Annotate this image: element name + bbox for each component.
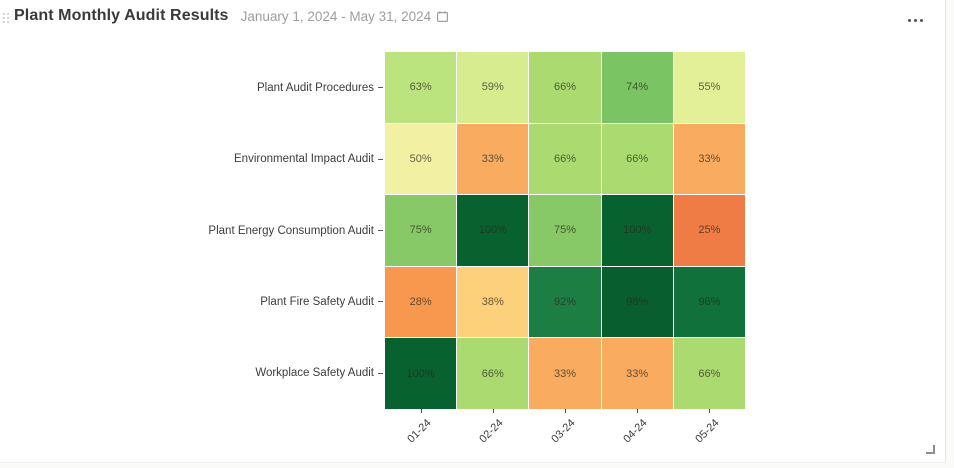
heatmap-cell[interactable]: 55% (673, 52, 745, 123)
col-label: 02-24 (457, 409, 529, 461)
heatmap-cell[interactable]: 92% (529, 266, 601, 338)
heatmap-cell[interactable]: 98% (601, 266, 673, 338)
heatmap-cell[interactable]: 100% (457, 195, 529, 266)
x-axis-tick (565, 409, 566, 413)
col-label-text: 01-24 (405, 417, 434, 446)
heatmap-cell[interactable]: 96% (673, 266, 745, 338)
row-label-text: Plant Energy Consumption Audit (208, 224, 374, 237)
heatmap-cell[interactable]: 25% (673, 195, 745, 266)
widget-header: Plant Monthly Audit Results January 1, 2… (14, 7, 449, 25)
row-label-text: Workplace Safety Audit (255, 367, 374, 380)
col-label-text: 02-24 (477, 417, 506, 446)
row-label: Workplace Safety Audit (0, 338, 385, 409)
heatmap-row-labels: Plant Audit Procedures Environmental Impa… (0, 52, 385, 409)
heatmap-cell[interactable]: 74% (601, 52, 673, 123)
col-label-text: 05-24 (693, 417, 722, 446)
date-range: January 1, 2024 - May 31, 2024 (241, 9, 450, 24)
heatmap-cell[interactable]: 66% (673, 338, 745, 409)
row-label: Plant Audit Procedures (0, 52, 385, 123)
row-label-text: Plant Fire Safety Audit (260, 295, 374, 308)
resize-handle-icon[interactable] (926, 445, 935, 454)
heatmap-cell[interactable]: 33% (457, 123, 529, 195)
heatmap-cell[interactable]: 33% (673, 123, 745, 195)
row-label-text: Environmental Impact Audit (234, 153, 374, 166)
x-axis-tick (637, 409, 638, 413)
heatmap-grid: 63% 59% 66% 74% 55% 50% 33% 66% 66% 33% 75% 100% 75%… (385, 52, 745, 409)
heatmap-cell[interactable]: 66% (529, 123, 601, 195)
date-range-text: January 1, 2024 - May 31, 2024 (240, 8, 432, 24)
col-label-text: 03-24 (549, 417, 578, 446)
widget-title: Plant Monthly Audit Results (14, 7, 229, 24)
heatmap-col-labels: 01-24 02-24 03-24 04-24 05-24 (385, 409, 745, 461)
y-axis-tick (378, 301, 383, 303)
calendar-icon (436, 10, 449, 23)
heatmap-cell[interactable]: 50% (385, 123, 457, 195)
y-axis-tick (378, 158, 383, 160)
heatmap-cell[interactable]: 66% (529, 52, 601, 123)
col-label: 01-24 (385, 409, 457, 461)
y-axis-tick (378, 230, 383, 232)
heatmap-cell[interactable]: 75% (385, 195, 457, 266)
heatmap-cell[interactable]: 28% (385, 266, 457, 338)
heatmap-cell[interactable]: 66% (601, 123, 673, 195)
heatmap-cell[interactable]: 100% (385, 338, 457, 409)
heatmap-cell[interactable]: 63% (385, 52, 457, 123)
heatmap-cell[interactable]: 59% (457, 52, 529, 123)
heatmap-cell[interactable]: 38% (457, 266, 529, 338)
col-label: 03-24 (529, 409, 601, 461)
heatmap-cell[interactable]: 33% (601, 338, 673, 409)
row-label-text: Plant Audit Procedures (257, 81, 374, 94)
y-axis-tick (378, 372, 383, 374)
more-options-icon[interactable] (905, 16, 926, 25)
drag-handle-icon[interactable] (3, 13, 9, 23)
heatmap-cell[interactable]: 66% (457, 338, 529, 409)
heatmap-cell[interactable]: 75% (529, 195, 601, 266)
heatmap-cell[interactable]: 100% (601, 195, 673, 266)
x-axis-tick (493, 409, 494, 413)
x-axis-tick (421, 409, 422, 413)
row-label: Environmental Impact Audit (0, 123, 385, 194)
col-label-text: 04-24 (621, 417, 650, 446)
col-label: 05-24 (673, 409, 745, 461)
heatmap-cell[interactable]: 33% (529, 338, 601, 409)
row-label: Plant Fire Safety Audit (0, 266, 385, 337)
row-label: Plant Energy Consumption Audit (0, 195, 385, 266)
col-label: 04-24 (601, 409, 673, 461)
x-axis-tick (709, 409, 710, 413)
y-axis-tick (378, 87, 383, 89)
